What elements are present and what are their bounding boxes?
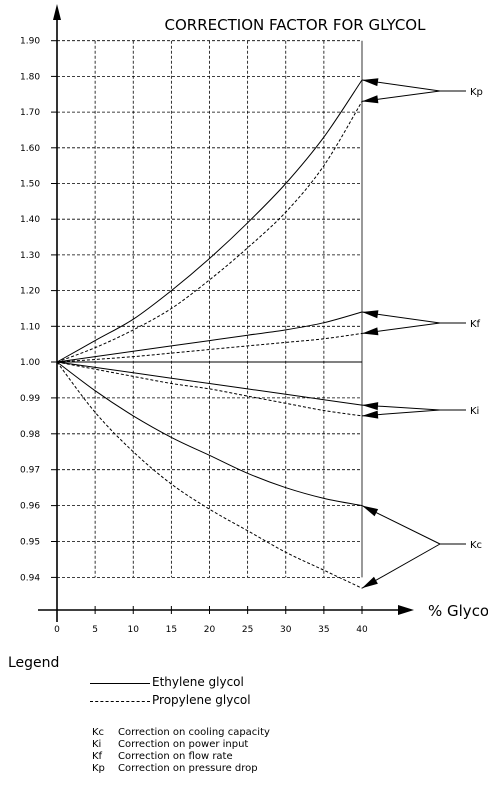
callout-arrowhead-kf bbox=[362, 310, 379, 319]
callout-arrowhead-ki bbox=[362, 402, 379, 411]
x-tick-label: 0 bbox=[54, 625, 60, 635]
y-tick-label: 1.00 bbox=[20, 358, 40, 368]
curve-kp-solid bbox=[56, 79, 363, 363]
x-tick-label: 20 bbox=[204, 625, 216, 635]
y-tick-label: 1.80 bbox=[20, 72, 40, 82]
y-tick-label: 1.10 bbox=[20, 322, 40, 332]
callout-arrowhead-kf bbox=[362, 327, 379, 336]
solid-line-sample bbox=[90, 683, 150, 684]
y-tick-label: 1.20 bbox=[20, 287, 40, 297]
y-tick-label: 0.94 bbox=[20, 573, 40, 583]
curve-ki-dashed bbox=[56, 361, 363, 417]
abbr-kc: Kc Correction on cooling capacity bbox=[92, 727, 270, 738]
glycol-chart: 0.94 0.95 0.96 0.97 0.98 0.99 1.00 1.10 1.20 1.30… bbox=[20, 4, 488, 635]
x-tick-label: 10 bbox=[128, 625, 140, 635]
axes bbox=[38, 4, 414, 622]
callout-arrowhead-ki bbox=[362, 410, 379, 419]
y-tick-label: 1.70 bbox=[20, 108, 40, 118]
x-tick-label: 40 bbox=[356, 625, 368, 635]
chart-title: CORRECTION FACTOR FOR GLYCOL bbox=[165, 16, 427, 34]
curve-kf-dashed bbox=[56, 332, 363, 363]
x-tick-label: 5 bbox=[92, 625, 98, 635]
legend-propylene-label: Propylene glycol bbox=[152, 693, 251, 707]
y-tick-label: 1.60 bbox=[20, 144, 40, 154]
callout-arrowhead-kc bbox=[362, 505, 379, 517]
y-tick-label: 1.90 bbox=[20, 37, 40, 47]
y-tick-label: 1.30 bbox=[20, 251, 40, 261]
y-tick-labels: 0.94 0.95 0.96 0.97 0.98 0.99 1.00 1.10 1.20 1.30… bbox=[20, 37, 40, 584]
callout-arrowhead-kp bbox=[362, 95, 379, 104]
abbr-kf: Kf Correction on flow rate bbox=[92, 751, 233, 762]
legend-title: Legend bbox=[8, 655, 60, 671]
x-axis-label: % Glycol bbox=[428, 602, 488, 620]
curves bbox=[56, 79, 363, 589]
dashed-line-sample bbox=[90, 701, 150, 702]
x-axis-arrow bbox=[398, 605, 414, 615]
label-ki: Ki bbox=[470, 406, 479, 417]
label-kp: Kp bbox=[470, 87, 483, 98]
x-tick-label: 35 bbox=[318, 625, 329, 635]
curve-kc-dashed bbox=[56, 361, 363, 589]
curve-kc-solid bbox=[56, 361, 363, 507]
x-tick-label: 30 bbox=[280, 625, 292, 635]
y-tick-label: 0.96 bbox=[20, 502, 40, 512]
legend-ethylene-label: Ethylene glycol bbox=[152, 675, 244, 689]
label-kc: Kc bbox=[470, 540, 482, 551]
x-tick-labels: 0 5 10 15 20 25 30 35 40 bbox=[54, 625, 368, 635]
abbr-kp: Kp Correction on pressure drop bbox=[92, 763, 258, 774]
label-kf: Kf bbox=[470, 319, 481, 330]
y-axis-arrow bbox=[53, 4, 61, 20]
callout-arrowhead-kp bbox=[362, 78, 379, 87]
y-tick-label: 1.50 bbox=[20, 180, 40, 190]
x-tick-label: 15 bbox=[166, 625, 177, 635]
curve-ki-solid bbox=[56, 361, 363, 406]
callout-arrowhead-kc bbox=[362, 576, 378, 589]
callouts: Kp Kf Ki Kc bbox=[361, 78, 483, 589]
y-tick-label: 0.99 bbox=[20, 394, 40, 404]
y-tick-label: 1.40 bbox=[20, 215, 40, 225]
y-tick-label: 0.95 bbox=[20, 538, 40, 548]
abbr-ki: Ki Correction on power input bbox=[92, 739, 249, 750]
y-tick-label: 0.98 bbox=[20, 430, 40, 440]
y-tick-label: 0.97 bbox=[20, 466, 40, 476]
x-tick-label: 25 bbox=[242, 625, 253, 635]
curve-kf-solid bbox=[56, 311, 363, 363]
